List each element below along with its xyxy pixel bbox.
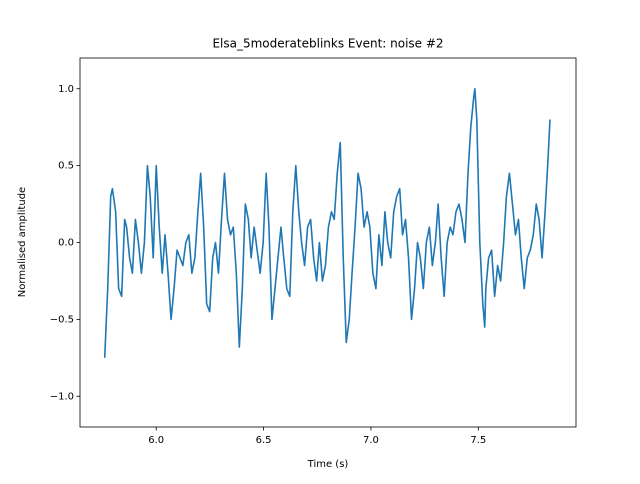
chart-title: Elsa_5moderateblinks Event: noise #2: [212, 37, 443, 51]
x-tick-label: 7.5: [470, 435, 486, 446]
x-tick-label: 6.0: [148, 435, 164, 446]
y-tick-label: −1.0: [50, 391, 74, 402]
x-tick-label: 7.0: [363, 435, 379, 446]
x-axis-label: Time (s): [307, 459, 349, 470]
line: [103, 87, 551, 358]
y-tick-label: 0.0: [58, 238, 74, 249]
y-tick-label: 1.0: [58, 84, 74, 95]
y-tick-label: −0.5: [50, 314, 74, 325]
x-tick-label: 6.5: [256, 435, 272, 446]
y-tick-label: 0.5: [58, 161, 74, 172]
axes-frame: [79, 57, 577, 428]
y-axis-label: Normalised amplitude: [17, 187, 28, 297]
